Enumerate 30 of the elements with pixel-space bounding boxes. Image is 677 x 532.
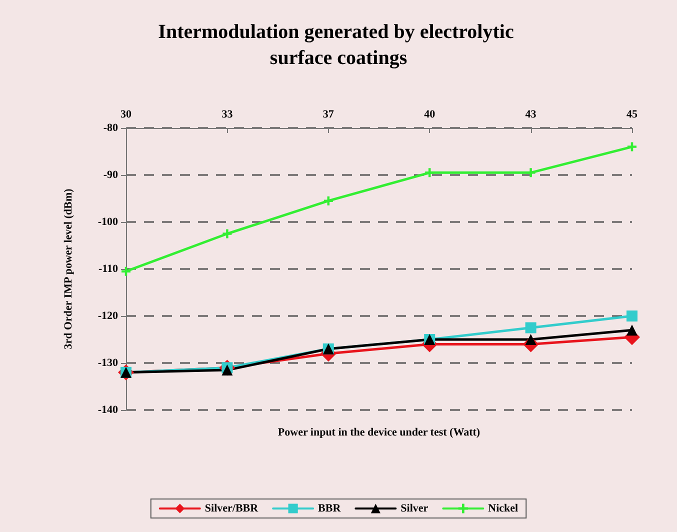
x-tick-label: 43: [525, 108, 537, 120]
x-axis-title: Power input in the device under test (Watt): [278, 426, 480, 438]
x-tick-label: 45: [626, 108, 638, 120]
y-tick-label: -140: [98, 404, 118, 416]
y-axis-title: 3rd Order IMP power level (dBm): [62, 188, 74, 350]
point: [222, 229, 232, 238]
point: [626, 310, 638, 322]
legend-label: Silver/BBR: [204, 502, 260, 514]
y-tick-label: -130: [98, 357, 118, 369]
point: [525, 322, 536, 334]
y-tick-label: -90: [103, 169, 118, 181]
legend-label: Nickel: [488, 502, 518, 514]
y-tick-label: -100: [98, 216, 118, 228]
point: [324, 196, 333, 206]
legend-label: BBR: [318, 502, 342, 514]
x-tick-label: 40: [424, 108, 436, 120]
legend-label: Silver: [400, 502, 428, 514]
y-tick-label: -80: [103, 122, 118, 134]
x-tick-label: 33: [222, 108, 234, 120]
point: [628, 142, 636, 152]
point: [526, 168, 536, 178]
point: [525, 334, 536, 345]
x-tick-label: 30: [120, 108, 132, 120]
point: [122, 266, 130, 276]
y-tick-label: -110: [98, 263, 118, 275]
x-tick-label: 37: [322, 108, 334, 120]
point: [626, 324, 638, 336]
point: [425, 168, 434, 178]
y-tick-label: -120: [98, 310, 118, 322]
chart-title: Intermodulation generated by electrolytic surface coatings: [158, 21, 519, 69]
